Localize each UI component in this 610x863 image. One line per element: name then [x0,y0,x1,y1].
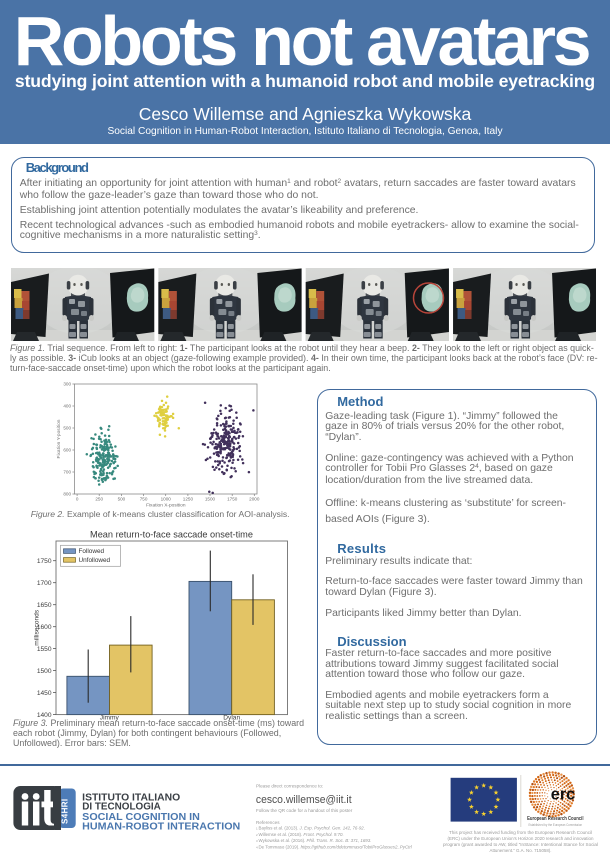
svg-text:300: 300 [63,382,71,387]
svg-text:500: 500 [118,497,126,502]
svg-text:1250: 1250 [183,497,194,502]
svg-text:SOCIAL COGNITION IN: SOCIAL COGNITION IN [82,812,200,823]
svg-text:1500: 1500 [205,497,216,502]
svg-text:European Research Council: European Research Council [527,816,584,822]
svg-text:1600: 1600 [37,624,52,631]
svg-text:program (grant awarded to AW,: program (grant awarded to AW, titled “In… [443,842,598,847]
svg-text:1650: 1650 [37,602,52,609]
svg-text:1750: 1750 [37,558,52,565]
svg-text:1750: 1750 [227,497,238,502]
svg-text:ISTITUTO ITALIANO: ISTITUTO ITALIANO [82,792,180,803]
svg-text:600: 600 [63,448,71,453]
svg-text:1500: 1500 [37,668,52,675]
svg-text:Unfollowed: Unfollowed [79,557,111,564]
svg-text:erc: erc [551,784,575,803]
svg-text:2 Willemse et al. (2018). Fron: 2 Willemse et al. (2018). Front. Psychol… [256,832,344,837]
svg-text:(ERC) under the European Union: (ERC) under the European Union’s Horizon… [448,836,594,841]
svg-text:3 Wykowska et al. (2016). Phil: 3 Wykowska et al. (2016). Phil. Trans. R… [256,838,371,843]
svg-text:0: 0 [76,497,79,502]
svg-text:Fixation X-position: Fixation X-position [146,503,186,509]
svg-text:milliseconds: milliseconds [34,609,41,646]
svg-text:Jimmy: Jimmy [100,715,120,722]
svg-text:1 Bayliss et al. (2013). J. Ex: 1 Bayliss et al. (2013). J. Exp. Psychol… [256,826,365,831]
svg-text:1450: 1450 [37,690,52,697]
svg-text:Fixation Y-position: Fixation Y-position [56,419,62,458]
svg-text:cesco.willemse@iit.it: cesco.willemse@iit.it [256,794,352,806]
svg-text:Please direct correspondence t: Please direct correspondence to: [256,784,323,789]
svg-text:Dylan: Dylan [223,715,240,722]
svg-text:Mean return-to-face saccade on: Mean return-to-face saccade onset-time [90,530,253,540]
svg-text:S4HRI: S4HRI [61,798,70,824]
svg-text:This project has received fund: This project has received funding from t… [449,830,592,835]
svg-text:250: 250 [95,497,103,502]
svg-text:2000: 2000 [249,497,260,502]
svg-text:4 De Tommaso (2019). https://g: 4 De Tommaso (2019). https://github.com/… [256,844,413,849]
svg-text:HUMAN-ROBOT INTERACTION: HUMAN-ROBOT INTERACTION [82,822,240,833]
svg-text:750: 750 [140,497,148,502]
svg-text:Follow the QR code for a hando: Follow the QR code for a handout of this… [256,808,353,813]
svg-text:700: 700 [63,470,71,475]
svg-text:Established by the European Co: Established by the European Commission [529,823,583,827]
svg-text:1000: 1000 [161,497,172,502]
svg-text:800: 800 [63,492,71,497]
svg-text:DI TECNOLOGIA: DI TECNOLOGIA [82,802,161,813]
svg-text:Attunement.” G.A. No. 715058).: Attunement.” G.A. No. 715058). [490,848,552,853]
svg-text:1400: 1400 [37,712,52,719]
svg-text:1550: 1550 [37,646,52,653]
svg-text:400: 400 [63,404,71,409]
svg-text:Followed: Followed [79,548,105,555]
svg-text:References: References [256,820,280,825]
svg-text:500: 500 [63,426,71,431]
svg-text:1700: 1700 [37,580,52,587]
